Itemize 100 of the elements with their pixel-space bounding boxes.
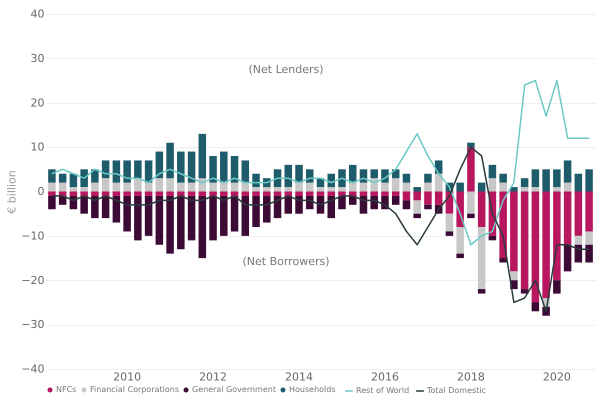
- bar: [467, 214, 475, 218]
- bar: [252, 187, 260, 192]
- bar: [542, 192, 550, 298]
- bar: [402, 174, 410, 183]
- bar: [156, 152, 164, 178]
- y-tick-label: −40: [21, 362, 44, 376]
- x-tick-label: 2014: [285, 370, 314, 384]
- bar: [48, 169, 56, 183]
- bar: [360, 192, 368, 196]
- bar: [91, 182, 99, 192]
- y-tick-label: 10: [30, 140, 44, 154]
- bar: [274, 196, 282, 218]
- bar: [48, 196, 56, 210]
- bar: [467, 142, 475, 148]
- bar: [91, 196, 99, 218]
- bar: [413, 192, 421, 200]
- bar: [564, 192, 572, 245]
- bar: [134, 196, 142, 240]
- bar: [348, 182, 356, 192]
- bar: [198, 196, 206, 258]
- bar: [220, 182, 228, 192]
- bar: [144, 160, 152, 183]
- bar: [156, 196, 164, 245]
- bar: [242, 160, 250, 183]
- bar: [381, 192, 389, 196]
- bar: [220, 196, 228, 236]
- bar: [564, 160, 572, 183]
- bar: [230, 156, 238, 183]
- legend-label: General Government: [192, 385, 276, 394]
- bar: [585, 192, 593, 232]
- bar: [467, 147, 475, 192]
- bar: [532, 169, 540, 188]
- y-axis-title: € billion: [5, 170, 18, 214]
- bar: [370, 192, 378, 196]
- line-series: [51, 146, 590, 312]
- bar: [134, 178, 142, 192]
- bar: [166, 142, 174, 178]
- bar: [295, 192, 303, 196]
- bar: [112, 160, 120, 183]
- bar: [166, 196, 174, 254]
- bar: [209, 192, 217, 196]
- bar: [392, 196, 400, 205]
- bar: [220, 152, 228, 183]
- bar: [177, 196, 185, 250]
- bar: [144, 196, 152, 236]
- bar: [316, 196, 324, 214]
- bar: [348, 164, 356, 183]
- bar: [242, 182, 250, 192]
- legend-label: Rest of World: [356, 386, 410, 395]
- bar: [58, 182, 66, 192]
- bar: [209, 196, 217, 240]
- bar: [413, 200, 421, 214]
- bar: [166, 178, 174, 192]
- bar: [80, 196, 88, 214]
- legend-label: Households: [289, 385, 336, 394]
- bar: [338, 196, 346, 210]
- bar: [70, 187, 78, 192]
- bar: [564, 244, 572, 272]
- bar: [488, 236, 496, 240]
- bar: [488, 164, 496, 178]
- bar: [424, 182, 432, 192]
- bar: [413, 187, 421, 192]
- bar: [48, 182, 56, 192]
- bar: [424, 204, 432, 210]
- bar: [295, 164, 303, 183]
- bar: [80, 192, 88, 196]
- bar: [446, 214, 454, 232]
- bar: [574, 192, 582, 236]
- y-tick-label: −10: [21, 229, 44, 242]
- bar: [112, 196, 120, 223]
- bar: [209, 156, 217, 183]
- bar: [209, 182, 217, 192]
- bar: [80, 187, 88, 192]
- bar: [284, 196, 292, 214]
- bar: [446, 231, 454, 236]
- bar: [360, 196, 368, 214]
- bar: [188, 192, 196, 196]
- bar: [274, 187, 282, 192]
- bar: [263, 187, 271, 192]
- bar: [510, 187, 518, 192]
- bar: [295, 182, 303, 192]
- bar: [510, 192, 518, 272]
- bar: [553, 187, 561, 192]
- bar: [144, 182, 152, 192]
- bar: [242, 196, 250, 236]
- bar: [144, 192, 152, 196]
- bar: [585, 244, 593, 262]
- legend-label: Financial Corporations: [90, 385, 179, 394]
- bar: [413, 214, 421, 218]
- bar: [520, 289, 528, 294]
- bar: [198, 134, 206, 178]
- line-series: [51, 80, 590, 246]
- x-tick-label: 2016: [370, 370, 399, 384]
- bar: [424, 174, 432, 183]
- bar: [166, 192, 174, 196]
- y-tick-label: −20: [21, 274, 44, 287]
- bar: [70, 174, 78, 188]
- bar: [467, 192, 475, 214]
- bar: [532, 302, 540, 312]
- bar: [574, 236, 582, 245]
